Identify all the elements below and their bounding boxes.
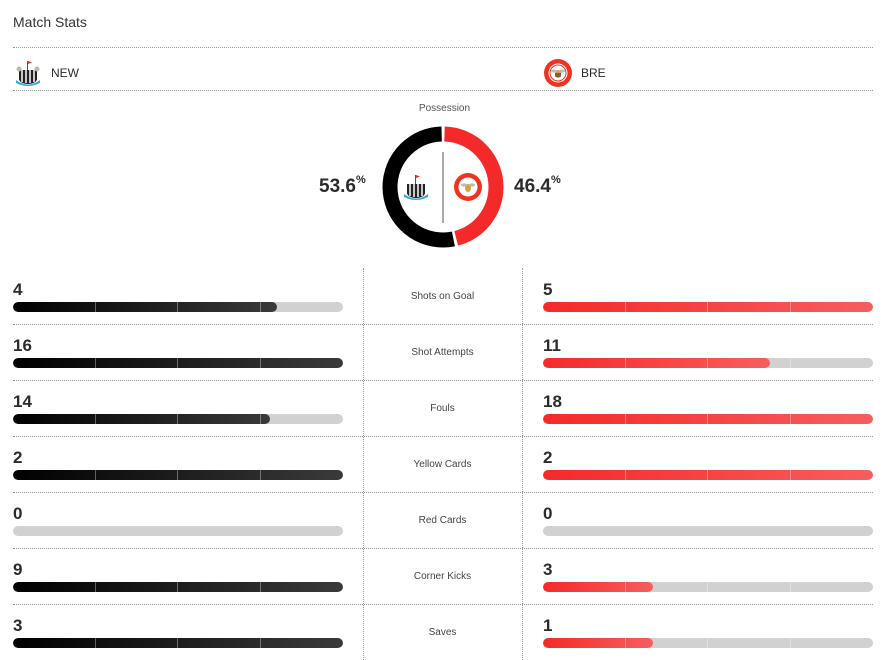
home-stat-bar: [13, 526, 343, 536]
newcastle-crest-icon: [16, 61, 40, 86]
away-stat-bar: [543, 582, 873, 592]
stat-label: Shot Attempts: [411, 347, 474, 358]
home-stat-bar-fill: [13, 470, 343, 480]
divider: [13, 492, 873, 493]
home-possession-arc: [382, 126, 504, 248]
home-stat-value: 16: [13, 336, 32, 355]
stat-row: 2 Yellow Cards 2: [13, 436, 873, 493]
stat-row: 4 Shots on Goal 5: [13, 268, 873, 325]
home-stat-value: 3: [13, 616, 23, 635]
away-stat-value: 11: [543, 336, 561, 355]
home-team-abbr: NEW: [51, 66, 79, 80]
home-stat-bar-fill: [13, 302, 277, 312]
away-stat-value: 0: [543, 504, 553, 523]
away-stat-bar-fill: [543, 414, 873, 424]
home-stat-bar: [13, 638, 343, 648]
home-stat-value: 4: [13, 280, 23, 299]
home-stat-bar: [13, 414, 343, 424]
stat-label: Red Cards: [418, 515, 467, 526]
away-stat-value: 18: [543, 392, 562, 411]
stat-row: 16 Shot Attempts 11: [13, 324, 873, 381]
home-stat-value: 9: [13, 560, 23, 579]
home-stat-bar: [13, 582, 343, 592]
stat-row: 14 Fouls 18: [13, 380, 873, 437]
home-team: NEW: [13, 58, 79, 88]
home-stat-value: 14: [13, 392, 32, 411]
stat-label: Corner Kicks: [413, 571, 472, 582]
away-stat-bar: [543, 358, 873, 368]
stat-label: Yellow Cards: [413, 459, 472, 470]
away-team-abbr: BRE: [581, 66, 606, 80]
home-possession-value: 53.6: [319, 176, 356, 197]
percent-sign: %: [550, 174, 561, 186]
divider: [13, 47, 873, 48]
percent-sign: %: [355, 174, 366, 186]
away-stat-bar: [543, 470, 873, 480]
stat-row: 9 Corner Kicks 3: [13, 548, 873, 605]
away-stat-value: 5: [543, 280, 553, 299]
column-divider: [363, 268, 364, 660]
home-stat-bar: [13, 470, 343, 480]
home-stat-bar-fill: [13, 582, 343, 592]
newcastle-crest-icon: [404, 175, 428, 200]
away-stat-value: 3: [543, 560, 553, 579]
home-stat-bar: [13, 358, 343, 368]
brentford-crest-icon: [454, 173, 482, 201]
stat-row: 3 Saves 1: [13, 604, 873, 660]
divider: [13, 90, 873, 91]
away-stat-bar-fill: [543, 582, 791, 592]
away-stat-bar-fill: [543, 358, 791, 368]
away-stat-bar-fill: [543, 638, 791, 648]
away-team: BRE: [543, 58, 606, 88]
home-possession: 53.6%: [319, 174, 366, 198]
stat-label: Saves: [428, 627, 457, 638]
away-stat-value: 2: [543, 448, 553, 467]
divider: [13, 436, 873, 437]
away-stat-bar-fill: [543, 302, 873, 312]
away-stat-bar: [543, 638, 873, 648]
home-stat-bar: [13, 302, 343, 312]
divider: [13, 604, 873, 605]
stat-row: 0 Red Cards 0: [13, 492, 873, 549]
away-stat-bar-fill: [543, 470, 873, 480]
possession-label: Possession: [418, 103, 471, 114]
away-stat-bar: [543, 526, 873, 536]
section-title: Match Stats: [13, 14, 87, 30]
home-stat-value: 0: [13, 504, 23, 523]
stat-label: Shots on Goal: [410, 291, 475, 302]
away-stat-value: 1: [543, 616, 553, 635]
stat-label: Fouls: [430, 403, 455, 414]
away-possession-value: 46.4: [514, 176, 551, 197]
divider: [13, 380, 873, 381]
home-stat-bar-fill: [13, 358, 343, 368]
away-stat-bar: [543, 414, 873, 424]
away-possession: 46.4%: [514, 174, 561, 198]
away-stat-bar: [543, 302, 873, 312]
home-stat-bar-fill: [13, 414, 270, 424]
divider: [13, 548, 873, 549]
brentford-crest-icon: [544, 59, 572, 87]
divider: [13, 324, 873, 325]
possession-donut-chart: [382, 126, 504, 248]
home-stat-bar-fill: [13, 638, 343, 648]
home-stat-value: 2: [13, 448, 23, 467]
column-divider: [522, 268, 523, 660]
